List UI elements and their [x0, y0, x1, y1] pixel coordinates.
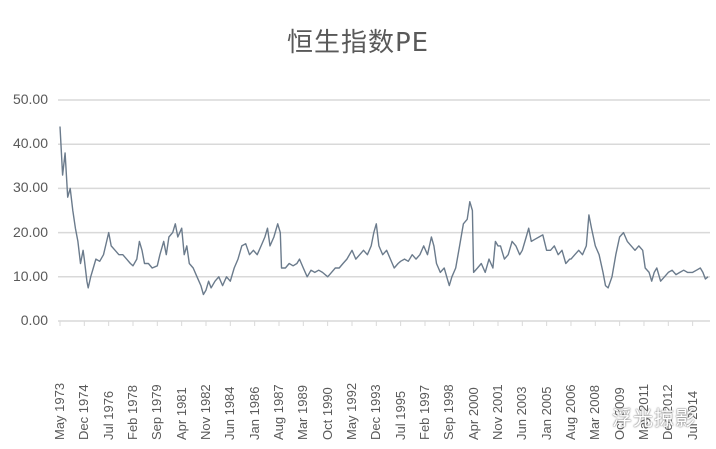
x-tick-label: Jan 1986 — [246, 386, 262, 441]
x-tick-label: May 1992 — [343, 382, 359, 440]
x-tick-label: May 1973 — [52, 382, 67, 440]
x-tick-label: Jun 2003 — [514, 386, 530, 441]
x-tick-label: Nov 1982 — [197, 384, 213, 440]
x-tick-label: Aug 1987 — [270, 384, 286, 440]
x-tick-label: Dec 1993 — [368, 384, 384, 440]
y-tick-label: 30.00 — [12, 179, 48, 196]
pe-series-line — [59, 126, 709, 296]
x-tick-label: Feb 1978 — [124, 385, 140, 440]
x-tick-label: Sep 1998 — [441, 384, 457, 440]
x-tick-label: Aug 2006 — [562, 384, 578, 440]
x-tick-label: Jan 2005 — [538, 386, 554, 441]
x-tick-label: Nov 2001 — [489, 384, 505, 440]
y-tick-label: 20.00 — [12, 223, 48, 240]
x-tick-label: Mar 1989 — [295, 385, 311, 440]
x-tick-label: Dec 1974 — [76, 384, 92, 440]
y-tick-label: 0.00 — [20, 312, 48, 328]
x-tick-label: Apr 2000 — [465, 387, 481, 440]
x-tick-label: Sep 1979 — [149, 384, 165, 440]
chart-title: 恒生指数PE — [286, 28, 430, 58]
x-tick-label: Apr 1981 — [173, 387, 189, 440]
watermark: 浮光掠影 — [612, 406, 696, 430]
x-tick-label: Mar 2008 — [587, 385, 603, 440]
y-tick-label: 50.00 — [12, 91, 48, 107]
y-tick-label: 10.00 — [12, 267, 48, 284]
y-tick-label: 40.00 — [12, 135, 48, 152]
x-tick-label: Jul 1995 — [392, 390, 408, 440]
x-tick-label: Jun 1984 — [222, 386, 238, 441]
x-tick-label: Jul 1976 — [100, 390, 116, 440]
x-tick-label: Feb 1997 — [416, 385, 432, 440]
x-tick-label: Oct 1990 — [319, 387, 335, 440]
